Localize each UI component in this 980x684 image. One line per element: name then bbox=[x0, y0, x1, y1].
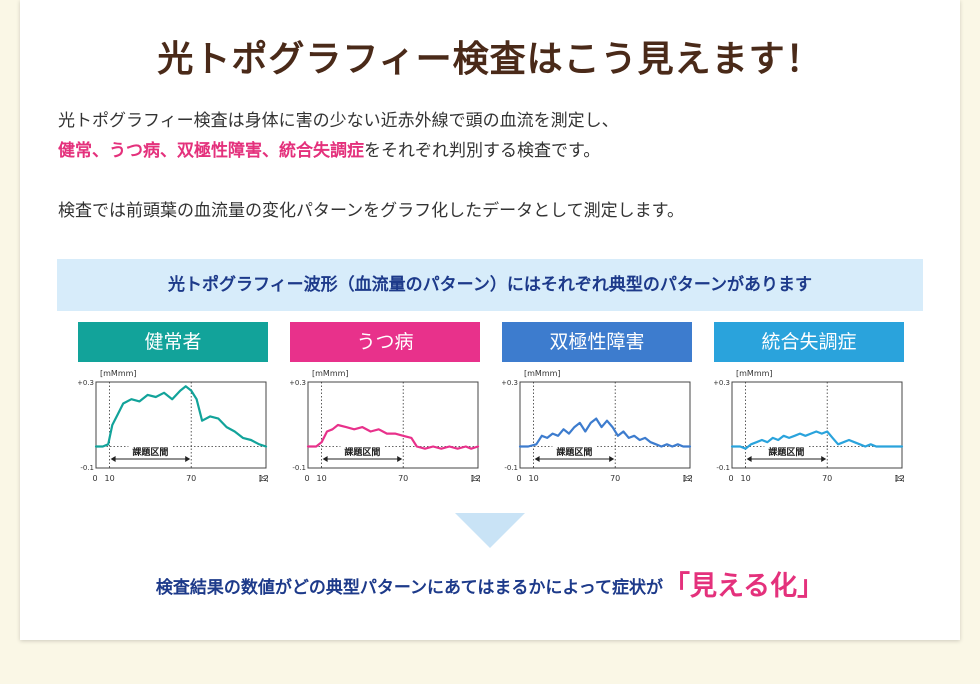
plot-frame bbox=[95, 381, 267, 469]
arrow-head-left-icon bbox=[110, 456, 116, 462]
x-unit-label: [S] bbox=[895, 475, 904, 483]
y-tick-label: +0.3 bbox=[714, 379, 730, 387]
chart-panel-healthy: 健常者 [mMmm] +0.3 -0.1 課題区間 0 10 70 125[S] bbox=[78, 322, 268, 492]
y-unit-label: [mMmm] bbox=[312, 369, 349, 378]
y-tick-label: +0.3 bbox=[78, 379, 94, 387]
task-label-bg bbox=[764, 446, 809, 457]
intro-text: 光トポグラフィー検査は身体に害の少ない近赤外線で頭の血流を測定し、 健常、うつ病… bbox=[58, 106, 619, 166]
down-arrow-icon bbox=[455, 513, 525, 548]
page-title: 光トポグラフィー検査はこう見えます！ bbox=[157, 38, 823, 80]
x-tick-label: 70 bbox=[822, 474, 832, 483]
arrow-head-left-icon bbox=[534, 456, 540, 462]
series-line bbox=[730, 430, 904, 450]
series-line bbox=[518, 417, 692, 448]
y-tick-label: -0.1 bbox=[292, 464, 306, 472]
chart-panel-schizophrenia: 統合失調症 [mMmm] +0.3 -0.1 課題区間 0 10 70 125[S] bbox=[714, 322, 904, 492]
x-tick-label: 0 bbox=[728, 474, 733, 483]
task-label-bg bbox=[552, 446, 597, 457]
y-tick-label: -0.1 bbox=[504, 464, 518, 472]
x-tick-label: 125 bbox=[470, 474, 480, 483]
arrow-head-left-icon bbox=[746, 456, 752, 462]
chart-panel-bipolar: 双極性障害 [mMmm] +0.3 -0.1 課題区間 0 10 70 125[S] bbox=[502, 322, 692, 492]
task-label-bg bbox=[128, 446, 173, 457]
x-tick-label: 10 bbox=[317, 474, 327, 483]
x-unit-label: [S] bbox=[259, 475, 268, 483]
x-tick-label: 0 bbox=[516, 474, 521, 483]
task-interval-label: 課題区間 bbox=[132, 446, 168, 458]
x-tick-label: 125 bbox=[682, 474, 692, 483]
conditions-highlight: 健常、うつ病、双極性障害、統合失調症 bbox=[58, 141, 364, 161]
x-tick-label: 10 bbox=[741, 474, 751, 483]
x-unit-label: [S] bbox=[683, 475, 692, 483]
waveform-chart-depression: [mMmm] +0.3 -0.1 課題区間 0 10 70 125[S] bbox=[290, 369, 480, 483]
x-tick-label: 0 bbox=[304, 474, 309, 483]
x-tick-label: 125 bbox=[894, 474, 904, 483]
y-unit-label: [mMmm] bbox=[736, 369, 773, 378]
series-line bbox=[94, 385, 268, 448]
waveform-chart-schizophrenia: [mMmm] +0.3 -0.1 課題区間 0 10 70 125[S] bbox=[714, 369, 904, 483]
task-interval-label: 課題区間 bbox=[768, 446, 804, 458]
y-tick-label: +0.3 bbox=[290, 379, 306, 387]
chart-title-depression: うつ病 bbox=[290, 322, 480, 362]
intro-line-2: をそれぞれ判別する検査です。 bbox=[364, 141, 601, 161]
task-interval-label: 課題区間 bbox=[556, 446, 592, 458]
chart-title-healthy: 健常者 bbox=[78, 322, 268, 362]
pattern-banner: 光トポグラフィー波形（血流量のパターン）にはそれぞれ典型のパターンがあります bbox=[57, 259, 923, 311]
visualize-highlight: 「見える化」 bbox=[662, 571, 825, 602]
y-unit-label: [mMmm] bbox=[524, 369, 561, 378]
conclusion-body: 検査結果の数値がどの典型パターンにあてはまるかによって症状が bbox=[155, 578, 663, 598]
arrow-head-right-icon bbox=[609, 456, 615, 462]
plot-frame bbox=[307, 381, 479, 469]
arrow-head-right-icon bbox=[185, 456, 191, 462]
y-tick-label: +0.3 bbox=[502, 379, 518, 387]
y-unit-label: [mMmm] bbox=[100, 369, 137, 378]
x-tick-label: 125 bbox=[258, 474, 268, 483]
waveform-chart-healthy: [mMmm] +0.3 -0.1 課題区間 0 10 70 125[S] bbox=[78, 369, 268, 483]
series-line bbox=[306, 423, 480, 450]
chart-title-bipolar: 双極性障害 bbox=[502, 322, 692, 362]
x-tick-label: 70 bbox=[610, 474, 620, 483]
y-tick-label: -0.1 bbox=[716, 464, 730, 472]
y-tick-label: -0.1 bbox=[80, 464, 94, 472]
intro-line-3: 検査では前頭葉の血流量の変化パターンをグラフ化したデータとして測定します。 bbox=[58, 201, 684, 221]
x-tick-label: 0 bbox=[92, 474, 97, 483]
conclusion-text: 検査結果の数値がどの典型パターンにあてはまるかによって症状が「見える化」 bbox=[0, 567, 980, 608]
chart-panel-depression: うつ病 [mMmm] +0.3 -0.1 課題区間 0 10 70 125[S] bbox=[290, 322, 480, 492]
waveform-chart-bipolar: [mMmm] +0.3 -0.1 課題区間 0 10 70 125[S] bbox=[502, 369, 692, 483]
x-tick-label: 70 bbox=[398, 474, 408, 483]
plot-frame bbox=[519, 381, 691, 469]
chart-title-schizophrenia: 統合失調症 bbox=[714, 322, 904, 362]
x-tick-label: 10 bbox=[105, 474, 115, 483]
task-interval-label: 課題区間 bbox=[344, 446, 380, 458]
task-label-bg bbox=[340, 446, 385, 457]
plot-frame bbox=[731, 381, 903, 469]
x-unit-label: [S] bbox=[471, 475, 480, 483]
arrow-head-left-icon bbox=[322, 456, 328, 462]
arrow-head-right-icon bbox=[821, 456, 827, 462]
x-tick-label: 70 bbox=[186, 474, 196, 483]
intro-line-1: 光トポグラフィー検査は身体に害の少ない近赤外線で頭の血流を測定し、 bbox=[58, 111, 619, 131]
arrow-head-right-icon bbox=[397, 456, 403, 462]
x-tick-label: 10 bbox=[529, 474, 539, 483]
